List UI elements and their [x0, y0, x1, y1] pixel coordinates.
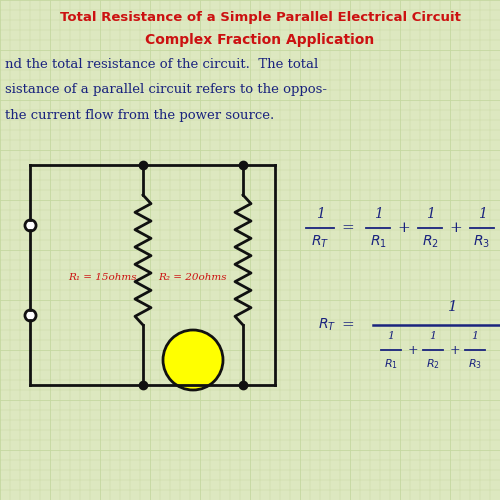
Text: Complex Fraction Application: Complex Fraction Application: [146, 33, 374, 47]
Text: 1: 1: [426, 207, 434, 221]
Text: 1: 1: [472, 331, 478, 341]
Text: 1: 1: [448, 300, 458, 314]
Text: 1: 1: [316, 207, 324, 221]
Text: 1: 1: [478, 207, 486, 221]
Text: Total Resistance of a Simple Parallel Electrical Circuit: Total Resistance of a Simple Parallel El…: [60, 12, 460, 24]
Text: =: =: [342, 318, 354, 332]
Text: 1: 1: [374, 207, 382, 221]
Text: +: +: [408, 344, 418, 356]
Text: $R_3$: $R_3$: [468, 357, 482, 371]
Text: $R_1$: $R_1$: [370, 234, 386, 250]
Text: =: =: [342, 221, 354, 235]
Text: $R_T$: $R_T$: [311, 234, 329, 250]
Text: +: +: [398, 221, 410, 235]
Text: +: +: [450, 221, 462, 235]
Text: 1: 1: [388, 331, 394, 341]
Text: $R_3$: $R_3$: [474, 234, 490, 250]
Text: the current flow from the power source.: the current flow from the power source.: [5, 108, 274, 122]
Text: $R_T$: $R_T$: [318, 317, 336, 333]
Text: $R_2$: $R_2$: [426, 357, 440, 371]
Text: sistance of a parallel circuit refers to the oppos-: sistance of a parallel circuit refers to…: [5, 84, 327, 96]
Text: nd the total resistance of the circuit.  The total: nd the total resistance of the circuit. …: [5, 58, 318, 71]
Text: 1: 1: [430, 331, 436, 341]
Text: +: +: [450, 344, 460, 356]
Text: R₂ = 20ohms: R₂ = 20ohms: [158, 274, 226, 282]
Circle shape: [163, 330, 223, 390]
Text: $R_2$: $R_2$: [422, 234, 438, 250]
Text: $R_1$: $R_1$: [384, 357, 398, 371]
Text: R₁ = 15ohms: R₁ = 15ohms: [68, 274, 136, 282]
